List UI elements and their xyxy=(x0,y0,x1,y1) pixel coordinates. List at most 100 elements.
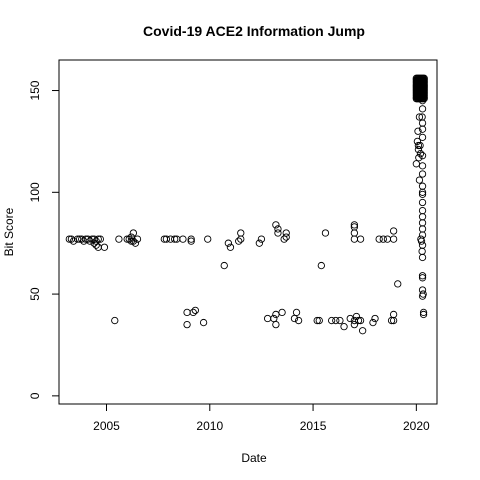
data-point xyxy=(418,213,427,221)
plot-frame xyxy=(58,59,438,405)
y-tick-label: 50 xyxy=(28,287,42,301)
data-point xyxy=(419,308,428,317)
data-point xyxy=(332,316,340,325)
data-point xyxy=(379,235,387,243)
data-point xyxy=(389,227,398,235)
data-point xyxy=(179,235,187,243)
data-point xyxy=(162,235,171,243)
data-point xyxy=(418,182,427,190)
data-point xyxy=(237,229,245,237)
data-point xyxy=(321,229,330,237)
data-point xyxy=(94,235,102,243)
data-point xyxy=(418,188,427,196)
data-point xyxy=(412,160,420,168)
data-point xyxy=(358,327,367,335)
chart-title: Covid-19 ACE2 Information Jump xyxy=(143,23,365,39)
data-point xyxy=(418,170,427,178)
data-point xyxy=(282,229,290,237)
data-point xyxy=(317,261,325,270)
data-point xyxy=(354,316,363,325)
data-point xyxy=(418,274,427,282)
data-point xyxy=(131,239,140,247)
data-point xyxy=(418,219,427,227)
data-point xyxy=(255,239,264,247)
x-tick-label: 2015 xyxy=(300,419,327,433)
data-point xyxy=(187,237,195,245)
data-point xyxy=(278,308,286,317)
data-point xyxy=(183,308,191,317)
data-point xyxy=(336,316,344,325)
data-point xyxy=(415,113,424,121)
data-point xyxy=(418,231,427,239)
data-point xyxy=(272,221,280,229)
data-point xyxy=(383,235,392,243)
x-axis: 2005 2010 2015 2020 xyxy=(93,403,430,433)
data-point xyxy=(274,229,282,237)
x-tick-label: 2020 xyxy=(403,419,430,433)
data-point xyxy=(199,318,208,327)
data-point xyxy=(111,316,119,325)
data-point xyxy=(418,225,427,233)
data-point xyxy=(315,316,323,325)
data-point xyxy=(350,235,359,243)
data-point xyxy=(350,221,359,229)
data-point xyxy=(389,310,398,319)
x-tick-label: 2005 xyxy=(93,419,120,433)
data-point xyxy=(133,235,142,243)
data-point xyxy=(100,243,109,251)
data-point xyxy=(418,247,426,255)
data-point xyxy=(263,314,272,323)
data-point xyxy=(191,306,199,315)
data-point xyxy=(418,272,427,280)
data-point xyxy=(418,162,427,170)
data-point xyxy=(189,308,197,317)
data-point xyxy=(371,314,379,323)
data-point xyxy=(356,235,365,243)
y-tick-label: 100 xyxy=(28,182,42,202)
y-axis: 0 50 100 150 xyxy=(28,80,60,399)
data-point xyxy=(418,198,427,207)
data-point xyxy=(414,145,423,154)
data-point xyxy=(235,237,243,245)
data-point xyxy=(282,233,290,241)
x-tick-label: 2010 xyxy=(196,419,223,433)
data-point xyxy=(328,316,336,325)
data-point xyxy=(96,235,104,243)
data-point xyxy=(115,235,123,243)
data-point xyxy=(294,316,303,325)
data-point xyxy=(352,312,361,321)
data-point xyxy=(237,235,245,243)
data-point xyxy=(65,235,73,243)
y-tick-label: 0 xyxy=(28,392,42,399)
data-point xyxy=(171,235,179,243)
data-point xyxy=(418,133,427,141)
data-point xyxy=(389,235,398,243)
data-point xyxy=(292,308,301,317)
data-point xyxy=(350,229,359,237)
data-point xyxy=(418,125,427,133)
data-point xyxy=(418,253,427,262)
data-point xyxy=(204,235,212,243)
data-point xyxy=(257,235,266,243)
data-point xyxy=(418,190,427,198)
data-point xyxy=(415,176,424,184)
data-point xyxy=(418,292,427,300)
data-point xyxy=(129,229,138,237)
data-point xyxy=(375,235,383,243)
data-point xyxy=(418,119,427,127)
data-point xyxy=(129,237,138,245)
data-point xyxy=(125,235,133,243)
data-point xyxy=(419,310,428,319)
data-point xyxy=(415,154,423,162)
y-tick-label: 150 xyxy=(28,80,42,100)
data-point xyxy=(224,239,233,247)
x-axis-label: Date xyxy=(241,451,267,465)
data-point xyxy=(274,225,282,233)
data-point xyxy=(394,280,402,288)
data-point xyxy=(418,152,427,160)
data-point xyxy=(418,241,427,249)
y-axis-label: Bit Score xyxy=(2,207,16,256)
data-point xyxy=(272,320,280,329)
data-point xyxy=(416,141,424,150)
